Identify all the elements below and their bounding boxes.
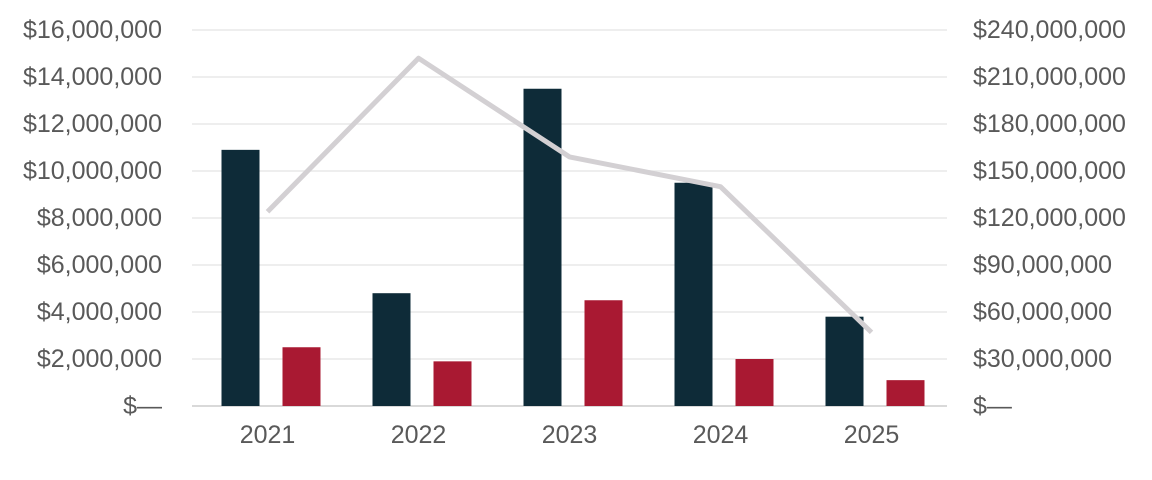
left-axis-tick-label: $14,000,000 bbox=[23, 63, 162, 91]
bar-dark-bars-2025 bbox=[825, 316, 864, 406]
left-axis-tick-label: $12,000,000 bbox=[23, 110, 162, 138]
bar-dark-bars-2022 bbox=[372, 293, 411, 406]
right-axis-tick-label: $60,000,000 bbox=[973, 298, 1112, 326]
left-axis-tick-label: $8,000,000 bbox=[37, 204, 162, 232]
bar-red-bars-2021 bbox=[282, 347, 321, 406]
right-axis-tick-label: $90,000,000 bbox=[973, 251, 1112, 279]
x-axis-label-2024: 2024 bbox=[693, 421, 749, 449]
x-axis-label-2021: 2021 bbox=[240, 421, 296, 449]
left-axis-tick-label: $4,000,000 bbox=[37, 298, 162, 326]
left-axis-tick-label: $2,000,000 bbox=[37, 345, 162, 373]
right-axis-tick-label: $120,000,000 bbox=[973, 204, 1126, 232]
bar-red-bars-2024 bbox=[735, 359, 774, 406]
left-axis-tick-label: $6,000,000 bbox=[37, 251, 162, 279]
bar-red-bars-2025 bbox=[886, 380, 925, 406]
bar-red-bars-2022 bbox=[433, 361, 472, 406]
right-axis-tick-label: $210,000,000 bbox=[973, 63, 1126, 91]
right-axis-tick-label: $180,000,000 bbox=[973, 110, 1126, 138]
right-axis-tick-label: $240,000,000 bbox=[973, 16, 1126, 44]
x-axis-label-2025: 2025 bbox=[844, 421, 900, 449]
left-axis-tick-label: $— bbox=[123, 392, 162, 420]
x-axis-label-2022: 2022 bbox=[391, 421, 447, 449]
bar-red-bars-2023 bbox=[584, 300, 623, 406]
right-axis-tick-label: $30,000,000 bbox=[973, 345, 1112, 373]
left-axis-tick-label: $16,000,000 bbox=[23, 16, 162, 44]
right-axis-tick-label: $— bbox=[973, 392, 1012, 420]
bar-dark-bars-2021 bbox=[221, 149, 260, 406]
x-axis-label-2023: 2023 bbox=[542, 421, 598, 449]
bar-dark-bars-2024 bbox=[674, 182, 713, 406]
left-axis-tick-label: $10,000,000 bbox=[23, 157, 162, 185]
trend-line-gray-trend-line bbox=[265, 55, 874, 335]
right-axis-tick-label: $150,000,000 bbox=[973, 157, 1126, 185]
